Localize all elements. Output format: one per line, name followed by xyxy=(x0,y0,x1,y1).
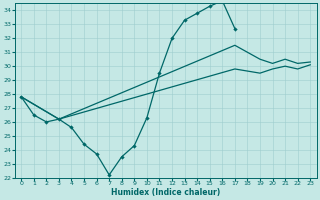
X-axis label: Humidex (Indice chaleur): Humidex (Indice chaleur) xyxy=(111,188,220,197)
